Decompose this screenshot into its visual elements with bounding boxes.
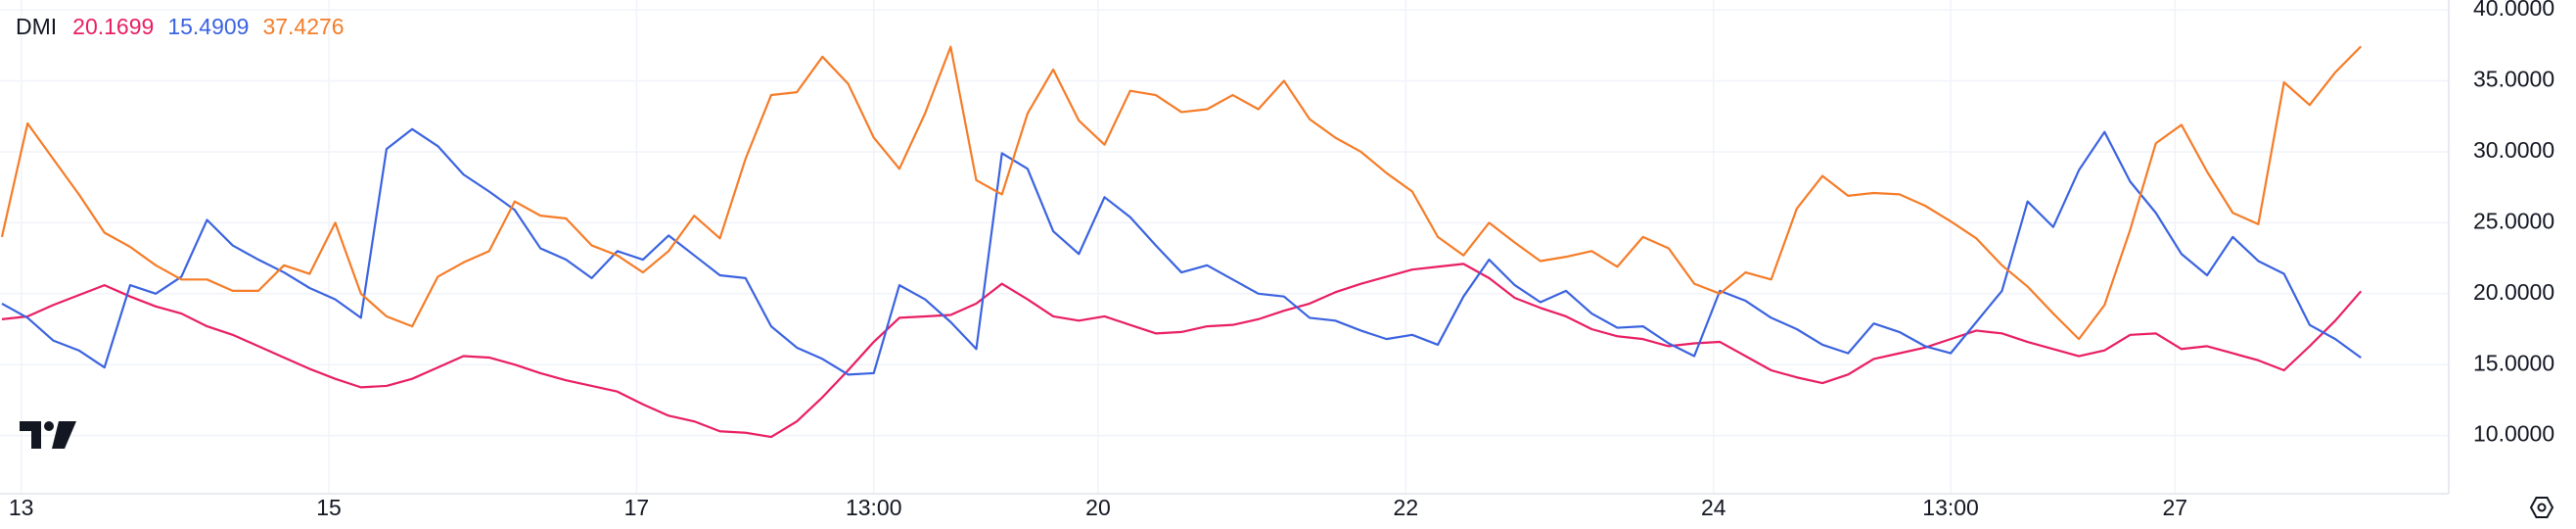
dmi-line	[0, 45, 2363, 341]
legend-value: 20.1699	[72, 14, 154, 39]
settings-icon[interactable]	[2529, 497, 2554, 518]
y-tick-label: 40.0000	[2473, 0, 2554, 21]
y-tick-label: 15.0000	[2473, 350, 2554, 375]
x-tick-label: 17	[624, 495, 650, 520]
dmi-line	[1, 127, 2362, 376]
lines	[0, 45, 2363, 439]
y-tick-label: 30.0000	[2473, 137, 2554, 163]
y-tick-label: 35.0000	[2473, 67, 2554, 92]
legend-value: 37.4276	[262, 14, 344, 39]
y-tick-label: 25.0000	[2473, 208, 2554, 233]
tradingview-logo	[20, 421, 76, 449]
x-tick-label: 24	[1701, 495, 1726, 520]
x-tick-label: 20	[1085, 495, 1111, 520]
legend-value: 15.4909	[167, 14, 249, 39]
x-tick-label: 13:00	[1922, 495, 1979, 520]
x-tick-label: 13	[9, 495, 34, 520]
x-tick-label: 22	[1394, 495, 1419, 520]
x-tick-label: 27	[2163, 495, 2188, 520]
y-tick-label: 10.0000	[2473, 421, 2554, 447]
y-tick-label: 20.0000	[2473, 279, 2554, 305]
dmi-line	[1, 263, 2363, 439]
legend: DMI 20.1699 15.4909 37.4276	[16, 14, 345, 39]
x-tick-label: 15	[316, 495, 342, 520]
grid	[0, 0, 2449, 494]
x-tick-label: 13:00	[846, 495, 902, 520]
legend-title: DMI	[16, 14, 57, 39]
